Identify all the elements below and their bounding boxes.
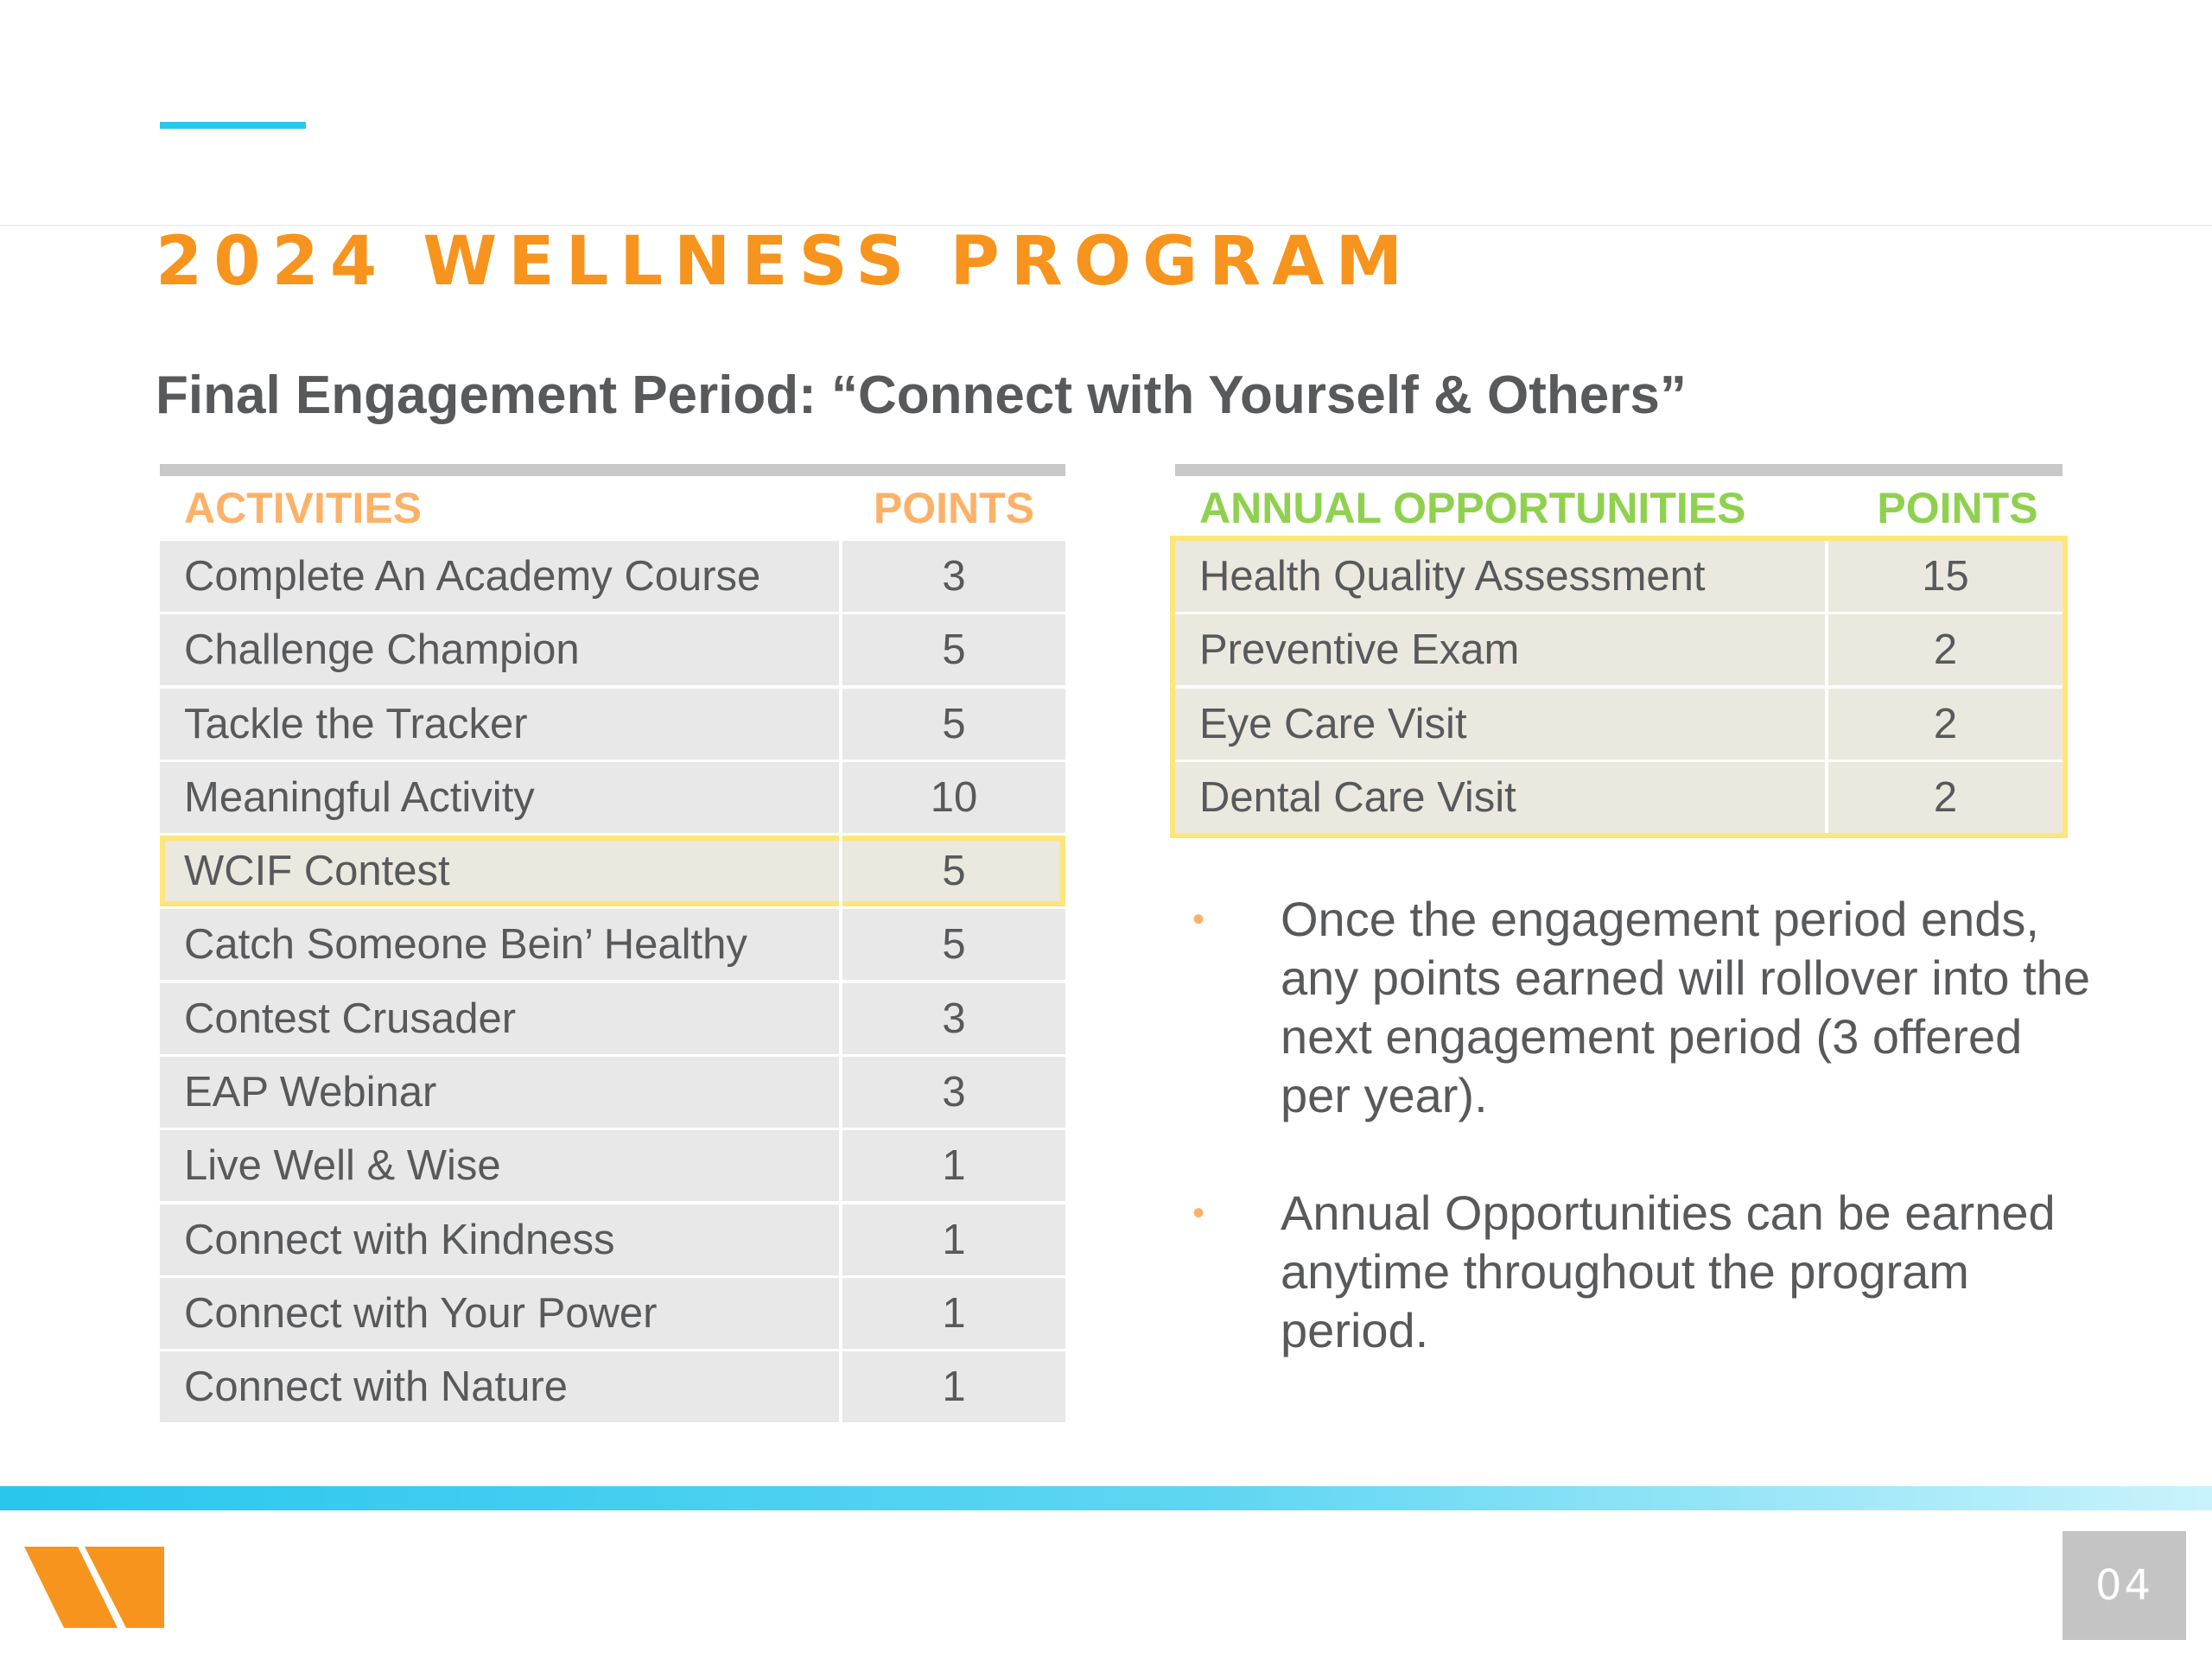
- activity-points: 3: [942, 553, 966, 600]
- activity-name: Connect with Kindness: [160, 1204, 842, 1275]
- activity-name: Connect with Nature: [160, 1351, 842, 1423]
- activity-points: 5: [942, 700, 966, 747]
- page-number: 04: [2063, 1531, 2186, 1640]
- table-row: Live Well & Wise 1: [160, 1130, 1065, 1202]
- footer-gradient-band: [0, 1486, 2212, 1510]
- table-row: Tackle the Tracker 5: [160, 688, 1065, 760]
- opportunity-points: 2: [1933, 773, 1958, 821]
- activity-name: Meaningful Activity: [160, 761, 842, 833]
- activities-table: ACTIVITIES POINTS Complete An Academy Co…: [160, 464, 1065, 1426]
- list-item: • Once the engagement period ends, any p…: [1192, 890, 2100, 1125]
- opportunity-points: 2: [1933, 700, 1958, 747]
- company-logo-icon: [24, 1547, 164, 1628]
- opportunity-name: Health Quality Assessment: [1175, 541, 1828, 612]
- table-top-bar: [160, 464, 1065, 476]
- table-header: ACTIVITIES POINTS: [160, 476, 1065, 541]
- table-row: Eye Care Visit 2: [1175, 688, 2063, 760]
- table-row: Catch Someone Bein’ Healthy 5: [160, 909, 1065, 981]
- activity-points: 1: [942, 1216, 966, 1263]
- activity-name: Tackle the Tracker: [160, 688, 842, 760]
- table-top-bar: [1175, 464, 2063, 476]
- table-row: Connect with Kindness 1: [160, 1204, 1065, 1275]
- activity-name: WCIF Contest: [160, 836, 842, 907]
- activity-name: Catch Someone Bein’ Healthy: [160, 909, 842, 981]
- activity-points: 5: [942, 626, 966, 674]
- activity-points: 1: [942, 1142, 966, 1190]
- table-row: Complete An Academy Course 3: [160, 541, 1065, 612]
- slide-subtitle: Final Engagement Period: “Connect with Y…: [156, 365, 1687, 425]
- table-row: Meaningful Activity 10: [160, 761, 1065, 833]
- table-body: Complete An Academy Course 3 Challenge C…: [160, 541, 1065, 1423]
- accent-line: [160, 122, 306, 129]
- table-row: Connect with Nature 1: [160, 1351, 1065, 1423]
- table-row: Dental Care Visit 2: [1175, 761, 2063, 833]
- activity-points: 3: [942, 1069, 966, 1116]
- list-item: • Annual Opportunities can be earned any…: [1192, 1184, 2100, 1360]
- activity-name: EAP Webinar: [160, 1057, 842, 1128]
- activity-points: 10: [930, 773, 978, 821]
- opportunity-name: Eye Care Visit: [1175, 688, 1828, 760]
- activity-points: 5: [942, 848, 966, 895]
- column-header-annual-opportunities: ANNUAL OPPORTUNITIES: [1199, 484, 1746, 532]
- table-row: Contest Crusader 3: [160, 982, 1065, 1054]
- bullet-icon: •: [1192, 1194, 1205, 1232]
- column-header-activities: ACTIVITIES: [184, 484, 423, 532]
- opportunity-points: 15: [1922, 553, 1969, 600]
- activity-name: Challenge Champion: [160, 614, 842, 686]
- opportunity-name: Dental Care Visit: [1175, 761, 1828, 833]
- activity-points: 5: [942, 921, 966, 969]
- activity-name: Connect with Your Power: [160, 1277, 842, 1349]
- activity-points: 1: [942, 1363, 966, 1411]
- table-header: ANNUAL OPPORTUNITIES POINTS: [1175, 476, 2063, 541]
- table-row: Connect with Your Power 1: [160, 1277, 1065, 1349]
- header-divider: [0, 225, 2212, 226]
- annual-opportunities-table: ANNUAL OPPORTUNITIES POINTS Health Quali…: [1175, 464, 2063, 833]
- table-row: Challenge Champion 5: [160, 614, 1065, 686]
- activity-points: 3: [942, 995, 966, 1042]
- activity-name: Complete An Academy Course: [160, 541, 842, 612]
- activity-points: 1: [942, 1289, 966, 1337]
- table-row-highlighted: WCIF Contest 5: [160, 836, 1065, 907]
- note-text: Annual Opportunities can be earned anyti…: [1281, 1185, 2056, 1357]
- table-body-highlighted: Health Quality Assessment 15 Preventive …: [1175, 541, 2063, 833]
- notes-list: • Once the engagement period ends, any p…: [1192, 890, 2100, 1419]
- activity-name: Contest Crusader: [160, 982, 842, 1054]
- opportunity-points: 2: [1933, 626, 1958, 674]
- table-row: Health Quality Assessment 15: [1175, 541, 2063, 612]
- opportunity-name: Preventive Exam: [1175, 614, 1828, 686]
- bullet-icon: •: [1192, 900, 1205, 938]
- table-row: EAP Webinar 3: [160, 1057, 1065, 1128]
- note-text: Once the engagement period ends, any poi…: [1281, 892, 2090, 1122]
- activity-name: Live Well & Wise: [160, 1130, 842, 1202]
- table-row: Preventive Exam 2: [1175, 614, 2063, 686]
- slide-title: 2024 WELLNESS PROGRAM: [156, 223, 1414, 301]
- column-header-points: POINTS: [873, 484, 1035, 532]
- column-header-points: POINTS: [1877, 484, 2038, 532]
